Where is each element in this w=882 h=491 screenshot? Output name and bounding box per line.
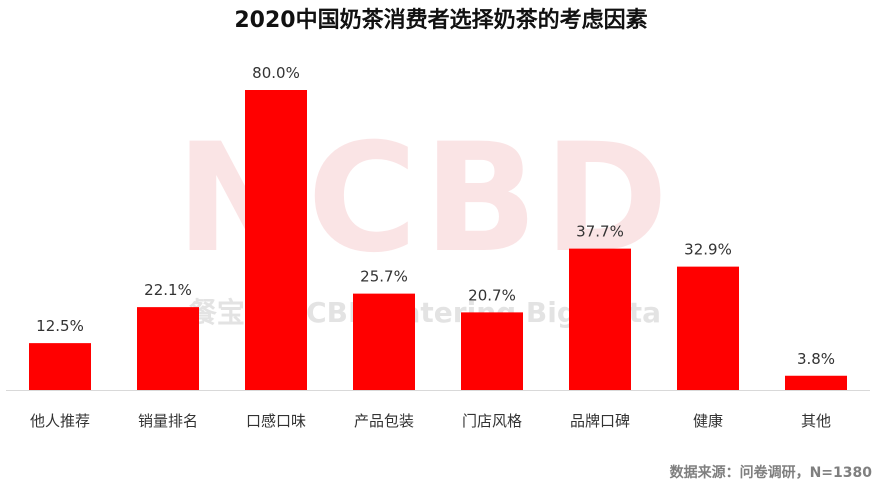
category-label: 门店风格: [462, 412, 522, 430]
source-note: 数据来源：问卷调研，N=1380: [670, 464, 873, 481]
category-label: 口感口味: [246, 412, 306, 430]
value-label: 3.8%: [797, 350, 835, 368]
value-label: 25.7%: [360, 268, 408, 286]
value-label: 22.1%: [144, 281, 192, 299]
value-label: 37.7%: [576, 223, 624, 241]
category-label: 品牌口碑: [570, 412, 630, 430]
category-label: 其他: [801, 412, 831, 430]
category-labels-group: 他人推荐 销量排名 口感口味 产品包装 门店风格 品牌口碑 健康 其他: [30, 412, 831, 430]
category-label: 健康: [693, 412, 723, 430]
bars-group: [29, 90, 847, 390]
bar: [569, 248, 631, 390]
chart-title: 2020中国奶茶消费者选择奶茶的考虑因素: [234, 7, 647, 33]
value-label: 32.9%: [684, 241, 732, 259]
category-label: 产品包装: [354, 412, 414, 430]
bar: [245, 90, 307, 390]
bar: [353, 293, 415, 390]
category-label: 他人推荐: [30, 412, 90, 430]
bar: [677, 266, 739, 390]
category-label: 销量排名: [138, 412, 198, 430]
bar: [461, 312, 523, 390]
value-label: 80.0%: [252, 64, 300, 82]
bar: [785, 375, 847, 390]
value-label: 12.5%: [36, 317, 84, 335]
bar: [137, 307, 199, 390]
value-label: 20.7%: [468, 286, 516, 304]
value-labels-group: 12.5% 22.1% 80.0% 25.7% 20.7% 37.7% 32.9% 3.8%: [36, 64, 835, 368]
bar: [29, 343, 91, 390]
